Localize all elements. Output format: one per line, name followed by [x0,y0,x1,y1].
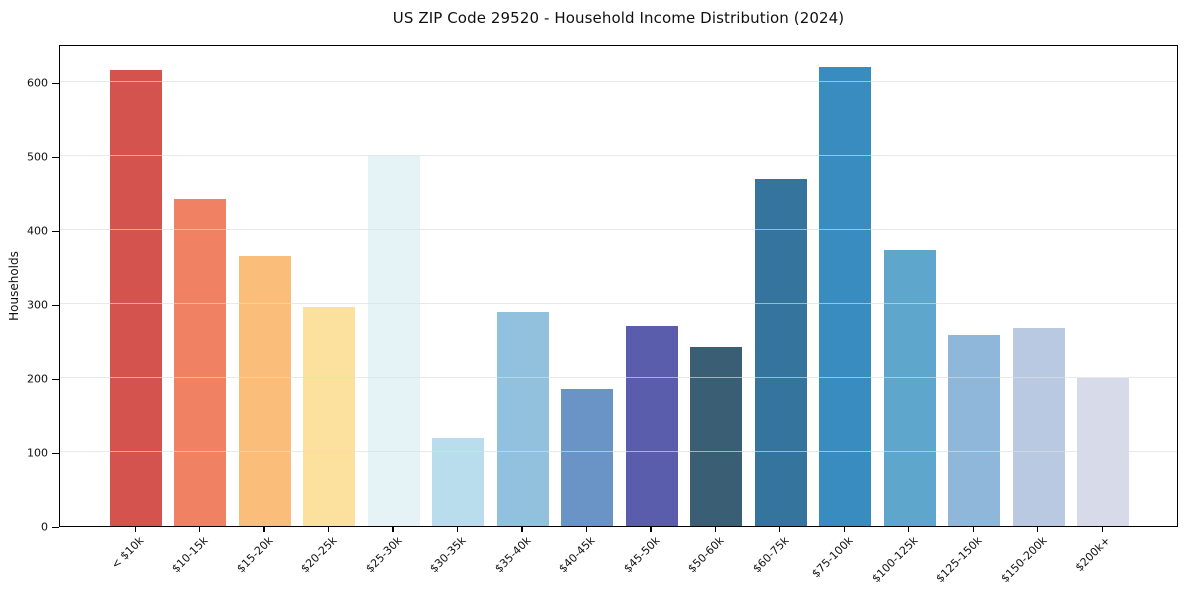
bar-35-40k [496,312,549,526]
x-tick-mark [585,527,588,532]
y-tick-label: 200 [27,372,48,386]
y-tick-label: 600 [27,76,48,90]
bar-150-200k [1012,327,1065,526]
bar-30-35k [432,438,485,526]
y-tick-label: 500 [27,150,48,164]
bar-25-30k [367,156,420,526]
x-tick-label: $20-25k [298,534,340,576]
x-tick-mark [521,527,523,532]
x-tick-mark [908,527,910,532]
bar-20-25k [303,307,356,526]
x-tick-mark [327,527,330,532]
x-tick-mark [779,527,781,532]
y-tick-mark [52,378,59,380]
x-tick-mark [843,527,845,532]
x-tick-mark [456,527,459,532]
x-tick-mark [1101,527,1103,532]
x-tick-label: $30-35k [427,534,469,576]
x-tick-label: $75-100k [809,534,856,581]
x-tick-label: $125-150k [933,534,985,586]
y-tick-label: 300 [27,298,48,312]
x-tick-label: $150-200k [997,534,1050,586]
x-tick-label: $10-15k [169,534,211,576]
x-tick-mark [714,527,716,532]
x-tick-mark [263,527,265,532]
bar-10k [110,69,162,526]
x-tick-label: $45-50k [620,534,663,576]
bar-60-75k [754,179,807,526]
x-tick-label: $60-75k [749,534,792,576]
x-tick-mark [1037,527,1039,532]
y-tick-label: 100 [27,446,48,460]
bar-100-125k [883,249,936,526]
y-tick-label: 400 [27,224,48,238]
bar-50-60k [690,347,743,526]
gridline-y-500 [60,155,1177,157]
y-tick-mark [52,156,59,159]
x-tick-mark [392,527,394,532]
x-tick-label: $35-40k [492,534,534,576]
bar-45-50k [625,326,678,526]
y-tick-label: 0 [41,520,48,534]
bar-15-20k [238,256,291,526]
x-tick-mark [650,527,652,532]
x-tick-mark [134,527,136,532]
y-tick-mark [52,452,59,454]
bar-200k [1077,378,1129,526]
y-tick-mark [52,304,59,307]
x-tick-label: $15-20k [234,534,276,576]
plot-area [59,45,1178,527]
x-tick-label: $200k+ [1072,534,1113,575]
y-tick-mark [52,526,59,528]
x-tick-label: $40-45k [556,534,598,576]
x-tick-mark [198,527,201,532]
x-tick-mark [972,527,974,532]
bar-40-45k [561,388,614,526]
x-tick-label: < $10k [108,534,147,572]
gridline-y-400 [60,229,1177,231]
gridline-y-300 [60,303,1177,305]
x-tick-label: $50-60k [685,534,727,576]
x-tick-label: $25-30k [363,534,405,576]
bar-125-150k [948,335,1001,526]
y-tick-mark [52,230,59,233]
y-tick-mark [52,82,59,85]
bar-75-100k [819,66,872,526]
chart-title: US ZIP Code 29520 - Household Income Dis… [392,9,845,27]
bar-10-15k [174,199,227,526]
gridline-y-200 [60,377,1177,379]
gridline-y-100 [60,451,1177,453]
x-tick-label: $100-125k [868,534,921,586]
gridline-y-600 [60,81,1177,83]
